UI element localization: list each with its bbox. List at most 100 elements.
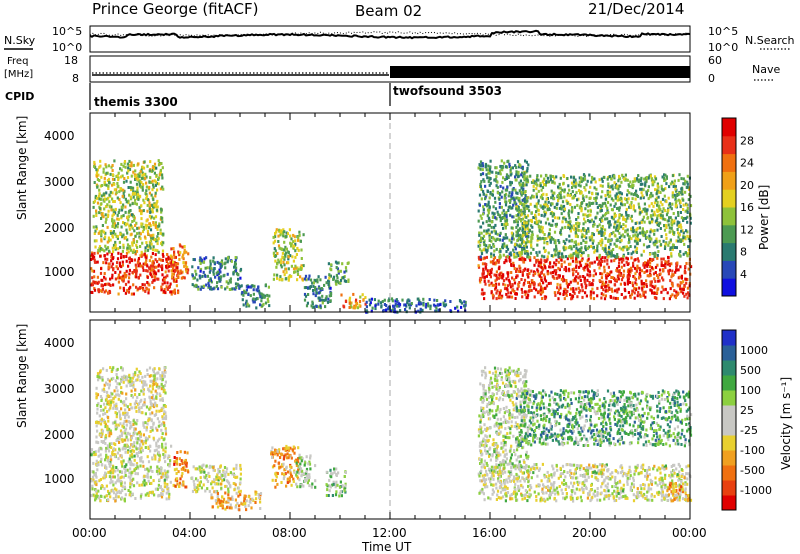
- data-cell: [285, 267, 288, 271]
- data-cell: [519, 254, 522, 258]
- nsky-series-line: [89, 29, 691, 40]
- data-cell: [118, 434, 121, 438]
- data-cell: [678, 173, 681, 177]
- data-cell: [523, 215, 527, 219]
- data-cell: [593, 177, 596, 181]
- data-cell: [489, 165, 492, 169]
- data-cell: [609, 270, 612, 274]
- data-cell: [312, 281, 315, 285]
- data-cell: [135, 269, 138, 273]
- data-cell: [567, 262, 571, 266]
- data-cell: [665, 175, 668, 179]
- data-cell: [683, 182, 686, 186]
- data-cell: [112, 283, 115, 287]
- data-cell: [307, 277, 310, 281]
- colorbar-swatch: [722, 153, 736, 172]
- data-cell: [177, 250, 180, 254]
- data-cell: [113, 178, 116, 181]
- data-cell: [127, 169, 130, 173]
- data-cell: [587, 254, 590, 258]
- data-cell: [299, 267, 302, 271]
- data-cell: [133, 454, 136, 458]
- data-cell: [481, 262, 485, 266]
- data-cell: [327, 279, 330, 283]
- data-cell: [634, 277, 638, 281]
- data-cell: [546, 257, 549, 261]
- data-cell: [497, 282, 501, 286]
- data-cell: [518, 251, 521, 255]
- data-cell: [521, 225, 524, 229]
- data-cell: [138, 370, 141, 374]
- data-cell: [213, 261, 216, 265]
- data-cell: [130, 232, 133, 236]
- data-cell: [599, 272, 602, 276]
- data-cell: [173, 253, 176, 257]
- data-cell: [327, 297, 330, 301]
- data-cell: [205, 283, 208, 287]
- data-cell: [328, 284, 331, 288]
- data-cell: [563, 267, 566, 271]
- data-cell: [100, 278, 103, 282]
- data-cell: [621, 203, 624, 207]
- data-cell: [487, 279, 490, 283]
- data-cell: [668, 297, 671, 301]
- data-cell: [199, 287, 202, 291]
- data-cell: [117, 171, 120, 175]
- data-cell: [546, 217, 549, 221]
- data-cell: [575, 275, 578, 279]
- data-cell: [503, 244, 506, 248]
- data-cell: [600, 276, 603, 280]
- data-cell: [131, 243, 134, 247]
- data-cell: [130, 473, 133, 477]
- colorbar-swatch: [722, 242, 736, 261]
- data-cell: [160, 162, 163, 165]
- data-cell: [134, 252, 137, 256]
- data-cell: [620, 278, 624, 282]
- data-cell: [557, 288, 561, 292]
- data-cell: [215, 271, 218, 275]
- data-cell: [608, 288, 611, 291]
- data-cell: [120, 496, 124, 500]
- data-cell: [272, 235, 275, 239]
- data-cell: [664, 178, 667, 182]
- data-cell: [610, 253, 613, 257]
- data-cell: [427, 304, 430, 308]
- data-cell: [91, 291, 94, 294]
- data-cell: [124, 470, 127, 474]
- data-cell: [93, 162, 96, 166]
- data-cell: [98, 211, 101, 215]
- data-cell: [632, 193, 635, 197]
- data-cell: [164, 471, 167, 475]
- data-cell: [120, 162, 123, 166]
- data-cell: [590, 238, 594, 242]
- data-cell: [584, 286, 587, 290]
- data-cell: [580, 191, 583, 194]
- data-cell: [495, 175, 498, 179]
- data-cell: [581, 194, 585, 198]
- data-cell: [104, 220, 107, 224]
- data-cell: [106, 257, 109, 261]
- data-cell: [653, 180, 656, 184]
- data-cell: [648, 252, 652, 256]
- data-cell: [483, 275, 486, 279]
- data-cell: [667, 259, 670, 263]
- data-cell: [547, 180, 551, 184]
- data-cell: [176, 262, 180, 266]
- data-cell: [152, 206, 155, 210]
- data-cell: [656, 210, 659, 213]
- data-cell: [538, 283, 542, 287]
- data-cell: [133, 192, 136, 196]
- data-cell: [486, 214, 489, 218]
- colorbar-tick-label: 12: [740, 223, 754, 236]
- data-cell: [587, 209, 590, 213]
- data-cell: [495, 171, 498, 175]
- data-cell: [94, 474, 97, 478]
- data-cell: [588, 190, 591, 194]
- data-cell: [622, 175, 625, 179]
- data-cell: [656, 203, 659, 207]
- data-cell: [141, 460, 145, 464]
- data-cell: [526, 255, 529, 259]
- data-cell: [490, 291, 493, 295]
- nave-tick-top: 60: [708, 54, 722, 67]
- data-cell: [601, 272, 604, 276]
